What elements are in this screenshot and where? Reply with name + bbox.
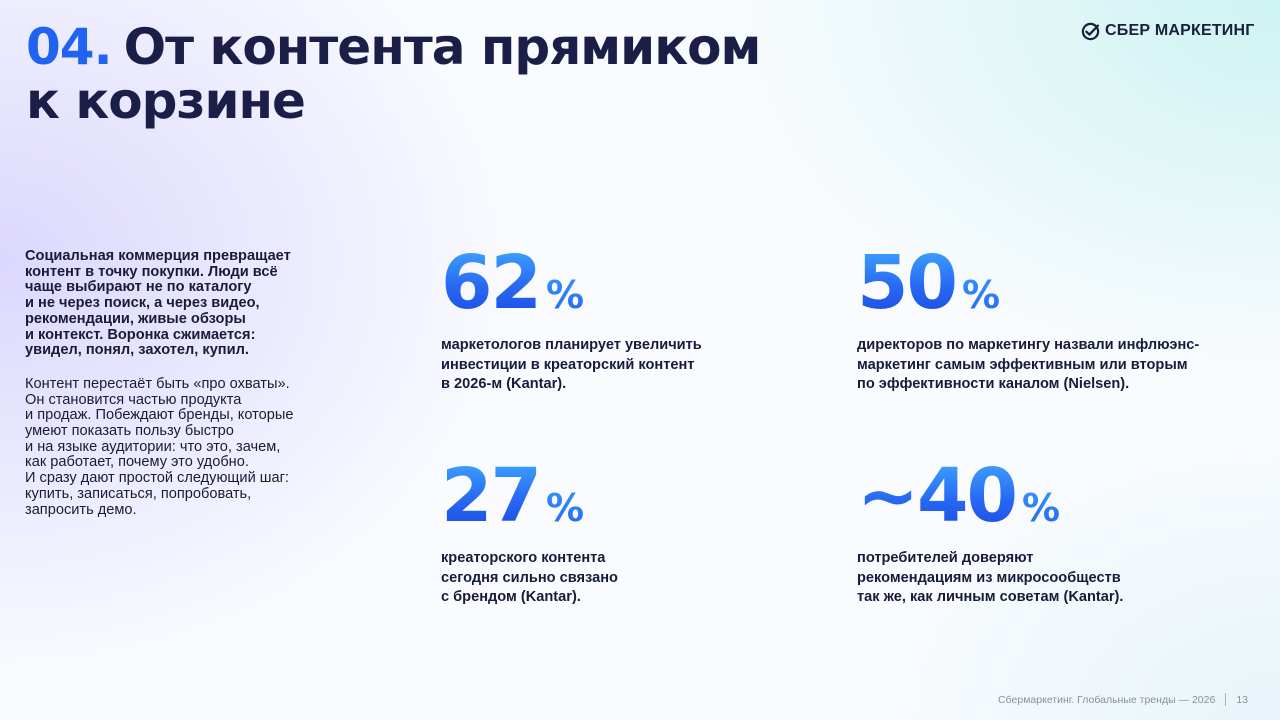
intro-text: Социальная коммерция превращает контент … [25, 248, 355, 518]
stat-number: 27 [441, 453, 542, 539]
stat-description: директоров по маркетингу назвали инфлюэн… [857, 337, 1200, 392]
stat-unit: % [546, 471, 584, 545]
title-line-1: От контента прямиком [123, 18, 762, 76]
footer: Сбермаркетинг. Глобальные тренды — 2026 … [998, 693, 1248, 706]
stat-number: 50 [857, 240, 958, 326]
stat-description: маркетологов планирует увеличить инвести… [441, 337, 702, 392]
sber-check-icon [1081, 22, 1100, 41]
stat-unit: % [546, 258, 584, 332]
stat-block: ~40% потребителей доверяют рекомендациям… [857, 459, 1237, 608]
stat-block: 50% директоров по маркетингу назвали инф… [857, 246, 1237, 395]
stat-unit: % [1022, 471, 1060, 545]
page-title: 04. От контента прямиком к корзине [26, 20, 926, 128]
stat-value: 50% [857, 246, 1237, 320]
stat-block: 62% маркетологов планирует увеличить инв… [441, 246, 821, 395]
footer-source: Сбермаркетинг. Глобальные тренды — 2026 [998, 693, 1216, 706]
brand-logo: СБЕР МАРКЕТИНГ [1081, 21, 1255, 41]
intro-paragraph-bold: Социальная коммерция превращает контент … [25, 248, 291, 359]
page-number: 13 [1236, 693, 1248, 706]
stat-description: креаторского контента сегодня сильно свя… [441, 550, 618, 605]
stat-value: 27% [441, 459, 821, 533]
stat-description: потребителей доверяют рекомендациям из м… [857, 550, 1124, 605]
title-line-2: к корзине [26, 72, 306, 130]
intro-paragraph: Контент перестаёт быть «про охваты». Он … [25, 375, 294, 518]
stat-number: 62 [441, 240, 542, 326]
stat-number: ~40 [857, 453, 1018, 539]
stat-value: 62% [441, 246, 821, 320]
stat-value: ~40% [857, 459, 1237, 533]
stat-unit: % [962, 258, 1000, 332]
section-number: 04. [26, 18, 113, 76]
footer-divider [1225, 693, 1227, 706]
stat-block: 27% креаторского контента сегодня сильно… [441, 459, 821, 608]
brand-name: СБЕР МАРКЕТИНГ [1105, 22, 1255, 39]
